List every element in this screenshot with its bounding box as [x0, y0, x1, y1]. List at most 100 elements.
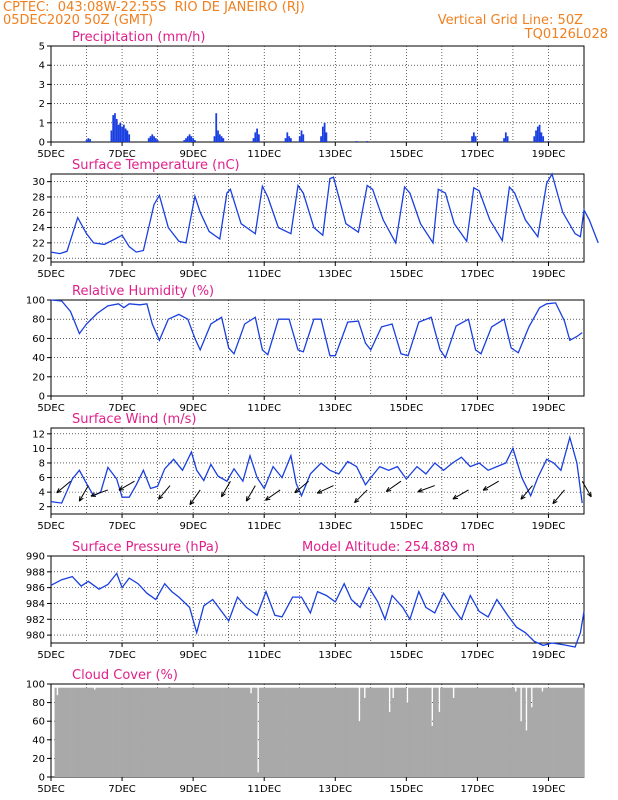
- cloud-bar: [138, 687, 141, 777]
- cloud-bar: [390, 687, 393, 777]
- x-tick-label: 11DEC: [247, 784, 281, 795]
- cloud-bar: [392, 697, 395, 777]
- wind-arrow-head: [189, 499, 195, 506]
- cloud-bar: [482, 687, 485, 777]
- panel-title: Cloud Cover (%): [72, 668, 178, 683]
- x-tick-label: 15DEC: [389, 403, 423, 414]
- series-line: [50, 572, 585, 648]
- x-tick-label: 5DEC: [37, 650, 64, 661]
- cloud-bar: [258, 687, 262, 777]
- cloud-bar: [146, 687, 150, 777]
- cloud-bar: [411, 687, 414, 777]
- precip-bar: [194, 140, 196, 142]
- y-tick-label: 22: [32, 238, 45, 249]
- x-tick-label: 7DEC: [108, 269, 135, 280]
- x-tick-label: 15DEC: [389, 521, 423, 532]
- cloud-bar: [413, 687, 416, 777]
- cloud-bar: [143, 687, 146, 777]
- cloud-bar: [171, 687, 174, 777]
- x-tick-label: 7DEC: [108, 650, 135, 661]
- cloud-bar: [441, 687, 445, 777]
- precip-bar: [110, 130, 113, 142]
- cloud-bar: [306, 687, 310, 777]
- y-tick-label: 80: [32, 315, 45, 326]
- cloud-bar: [354, 687, 357, 777]
- y-tick-label: 5: [39, 42, 45, 53]
- cloud-bar: [445, 687, 448, 777]
- cloud-bar: [77, 687, 80, 777]
- cloud-bar: [472, 687, 475, 777]
- wind-arrow: [354, 489, 368, 504]
- y-tick-label: 10: [32, 444, 45, 455]
- cloud-bar: [66, 687, 70, 777]
- cloud-bar: [580, 687, 583, 777]
- cloud-bar: [70, 687, 73, 777]
- cloud-bar: [150, 687, 153, 777]
- precip-bar: [156, 140, 159, 142]
- x-tick-label: 19DEC: [532, 149, 566, 160]
- cloud-bar: [273, 687, 276, 777]
- cloud-bar: [461, 687, 464, 777]
- precip-bar: [185, 138, 187, 142]
- cloud-bar: [132, 687, 135, 777]
- precip-bar: [121, 126, 123, 142]
- cloud-bar: [299, 687, 302, 777]
- cloud-bar: [226, 687, 230, 777]
- cloud-bar: [361, 687, 365, 777]
- precip-bar: [114, 113, 116, 142]
- cloud-bar: [289, 687, 292, 777]
- cloud-bar: [262, 687, 265, 777]
- precip-bar: [471, 136, 473, 142]
- cloud-bar: [537, 687, 540, 777]
- cloud-bar: [162, 687, 166, 777]
- cloud-bar: [345, 687, 349, 777]
- cloud-bar: [521, 687, 524, 777]
- cloud-bar: [248, 687, 251, 777]
- cloud-bar: [79, 687, 82, 777]
- cloud-bar: [109, 687, 112, 777]
- cloud-bar: [244, 687, 247, 777]
- cloud-bar: [260, 687, 263, 777]
- cloud-bar: [468, 687, 471, 777]
- cloud-bar: [415, 687, 418, 777]
- cloud-bar: [274, 687, 278, 777]
- cloud-bar: [429, 687, 432, 777]
- wind-arrow: [221, 480, 231, 498]
- cloud-bar: [337, 687, 340, 777]
- x-tick-label: 11DEC: [247, 149, 281, 160]
- cloud-bar: [317, 687, 320, 777]
- y-tick-label: 80: [32, 698, 45, 709]
- cloud-bar: [420, 687, 423, 777]
- cloud-bar: [189, 687, 192, 777]
- precip-bar: [474, 136, 477, 142]
- y-tick-label: 986: [26, 583, 45, 594]
- precip-bar: [183, 140, 186, 142]
- cloud-bar: [145, 687, 148, 777]
- cloud-bar: [427, 687, 430, 777]
- cloud-bar: [571, 687, 574, 777]
- wind-arrow-head: [118, 485, 124, 491]
- cloud-bar: [210, 687, 214, 777]
- wind-arrow-head: [265, 495, 271, 501]
- cloud-bar: [267, 687, 270, 777]
- x-tick-label: 7DEC: [108, 521, 135, 532]
- wind-arrow: [316, 485, 334, 494]
- cloud-bar: [280, 687, 283, 777]
- cloud-bar: [555, 687, 558, 777]
- cloud-bar: [505, 687, 509, 777]
- precip-bar: [533, 136, 536, 142]
- cloud-bar: [402, 687, 405, 777]
- precip-bar: [115, 118, 118, 142]
- x-tick-label: 19DEC: [532, 650, 566, 661]
- precip-bar: [506, 136, 509, 142]
- y-tick-label: 40: [32, 353, 45, 364]
- wind-arrow-head: [316, 489, 323, 494]
- x-tick-label: 5DEC: [37, 269, 64, 280]
- cloud-bar: [406, 702, 409, 777]
- cloud-bar: [434, 687, 437, 777]
- cloud-bar: [454, 687, 457, 777]
- cloud-bar: [221, 687, 224, 777]
- cloud-bar: [466, 687, 469, 777]
- precip-bar: [540, 132, 543, 142]
- cloud-bar: [237, 687, 240, 777]
